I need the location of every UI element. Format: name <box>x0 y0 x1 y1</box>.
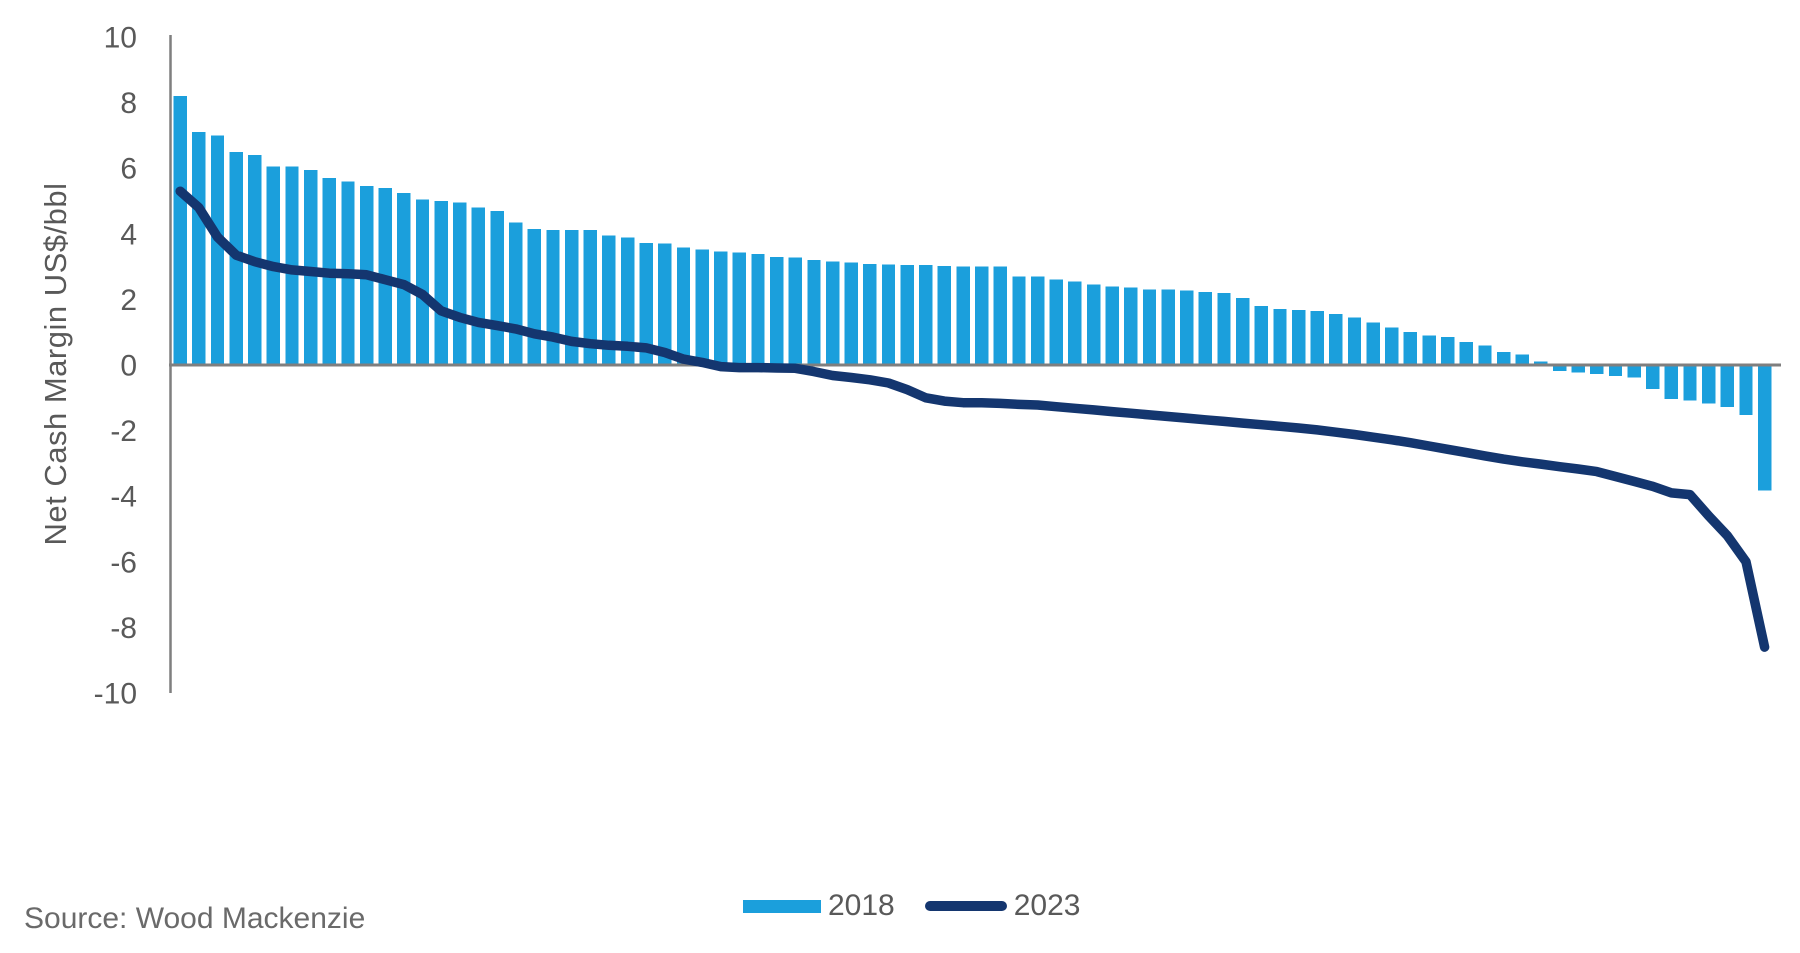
y-tick-label: -2 <box>110 415 137 448</box>
bar-2018 <box>769 256 784 365</box>
bar-2018 <box>714 251 728 365</box>
bar-2018 <box>490 210 504 365</box>
y-tick-label: 8 <box>120 87 137 120</box>
bar-2018 <box>1608 366 1623 376</box>
bar-2018 <box>844 262 858 365</box>
bar-2018 <box>1310 310 1324 365</box>
legend-swatch-2018 <box>743 899 821 913</box>
y-tick-label: 0 <box>120 350 137 383</box>
bar-2018 <box>1030 276 1045 365</box>
bar-2018 <box>1086 284 1101 365</box>
bar-2018 <box>658 243 672 365</box>
bar-2018 <box>1590 366 1604 375</box>
bar-2018 <box>1739 366 1753 416</box>
bar-2018 <box>1049 279 1063 365</box>
bar-2018 <box>1552 366 1567 371</box>
bar-2018 <box>192 132 206 365</box>
bar-2018 <box>732 252 747 365</box>
legend-swatch-2023 <box>924 901 1007 911</box>
y-axis-tick-labels: 10 8 6 4 2 0 -2 -4 -6 -8 -10 <box>94 22 137 711</box>
bar-2018 <box>583 229 597 365</box>
bar-2018 <box>788 257 803 365</box>
bar-2018 <box>1235 297 1250 365</box>
bar-2018 <box>1515 354 1529 365</box>
bar-2018 <box>1329 314 1343 365</box>
y-tick-label: 10 <box>104 22 137 55</box>
bar-2018 <box>1478 345 1492 365</box>
bar-2018 <box>975 266 989 365</box>
y-tick-label: -6 <box>110 546 137 579</box>
line-2023 <box>175 186 1770 652</box>
bar-2018 <box>1757 366 1772 491</box>
bar-2018 <box>564 229 579 365</box>
y-tick-label: -8 <box>110 612 137 645</box>
bar-2018 <box>1124 287 1138 365</box>
bar-2018 <box>1291 309 1306 365</box>
bar-2018 <box>1217 292 1231 365</box>
bar-2018 <box>900 264 914 365</box>
bar-2018 <box>1012 276 1026 365</box>
bar-2018 <box>1627 366 1641 378</box>
bar-2018 <box>471 207 486 365</box>
legend-label-2023: 2023 <box>1013 889 1081 922</box>
bar-2018 <box>993 266 1008 365</box>
bar-2018 <box>1496 351 1511 365</box>
bar-2018 <box>676 247 691 365</box>
source-note: Source: Wood Mackenzie <box>24 902 366 935</box>
bar-2018 <box>173 96 187 365</box>
bar-2018 <box>1664 366 1679 399</box>
bar-2018 <box>1366 322 1380 365</box>
bar-2018 <box>919 264 933 365</box>
bar-2018 <box>1385 327 1399 365</box>
bar-2018 <box>695 249 709 365</box>
y-tick-label: -10 <box>94 678 137 711</box>
bar-2018 <box>397 192 411 365</box>
bar-2018 <box>807 260 821 365</box>
bar-2018 <box>1683 366 1697 401</box>
bar-2018 <box>546 229 560 365</box>
bar-2018 <box>1254 305 1269 365</box>
bar-2018 <box>1198 291 1213 365</box>
bar-2018 <box>1273 309 1287 365</box>
bar-2018 <box>509 222 523 365</box>
legend-label-2018: 2018 <box>828 889 895 922</box>
y-tick-label: -4 <box>110 481 137 514</box>
bar-2018 <box>1459 342 1474 365</box>
bar-2018 <box>751 254 765 365</box>
bar-2018 <box>1441 337 1455 365</box>
y-tick-label: 2 <box>120 284 137 317</box>
bar-2018 <box>602 235 616 365</box>
y-tick-label: 6 <box>120 153 137 186</box>
bar-2018 <box>1701 366 1716 404</box>
bar-2018 <box>1347 317 1362 365</box>
bar-2018 <box>210 135 225 365</box>
bar-2018 <box>956 266 970 365</box>
bar-2018 <box>825 261 840 365</box>
bar-2018 <box>415 199 430 365</box>
bar-2018 <box>1142 289 1157 365</box>
bar-2018 <box>863 263 877 365</box>
bar-2018 <box>1534 361 1548 365</box>
y-axis-title: Net Cash Margin US$/bbl <box>38 182 73 546</box>
y-tick-label: 4 <box>120 218 137 251</box>
bar-2018 <box>1646 366 1660 389</box>
bar-2018 <box>620 237 635 365</box>
bar-2018 <box>881 264 896 365</box>
bar-2018 <box>1571 366 1585 373</box>
bar-2018 <box>639 242 653 365</box>
bar-2018 <box>1161 289 1175 365</box>
bar-2018 <box>1105 286 1119 365</box>
bar-2018 <box>527 228 542 365</box>
legend: 2018 2023 <box>743 888 1081 924</box>
bar-2018 <box>937 265 952 365</box>
bar-2018 <box>453 202 467 365</box>
bar-2018 <box>1422 335 1436 365</box>
bar-2018 <box>1180 290 1194 365</box>
bar-2018 <box>1403 332 1418 365</box>
bar-2018 <box>434 201 448 365</box>
bar-2018 <box>1068 281 1082 365</box>
bar-2018 <box>1720 366 1735 407</box>
